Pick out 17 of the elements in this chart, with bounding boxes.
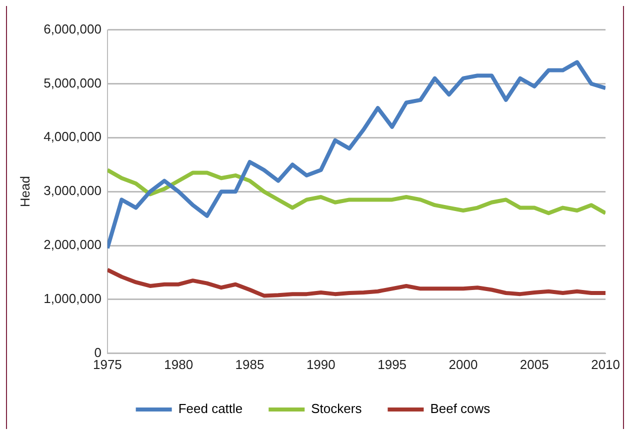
y-tick-label: 6,000,000 [44, 21, 102, 36]
x-tick-label: 2000 [448, 356, 478, 372]
x-tick-label: 2005 [520, 356, 549, 372]
y-tick-label: 2,000,000 [44, 237, 102, 252]
y-tick-label: 3,000,000 [44, 183, 102, 198]
x-tick-label: 1985 [235, 356, 264, 372]
legend-label: Beef cows [430, 401, 491, 416]
y-axis-title: Head [17, 176, 32, 208]
x-tick-label: 1980 [164, 356, 194, 372]
x-tick-label: 1990 [306, 356, 336, 372]
legend-label: Stockers [311, 401, 362, 416]
x-tick-label: 2010 [591, 356, 620, 372]
legend-label: Feed cattle [178, 401, 243, 416]
y-tick-label: 5,000,000 [44, 75, 102, 90]
x-tick-label: 1995 [378, 356, 407, 372]
y-tick-label: 4,000,000 [44, 129, 102, 144]
y-tick-label: 1,000,000 [44, 291, 102, 306]
